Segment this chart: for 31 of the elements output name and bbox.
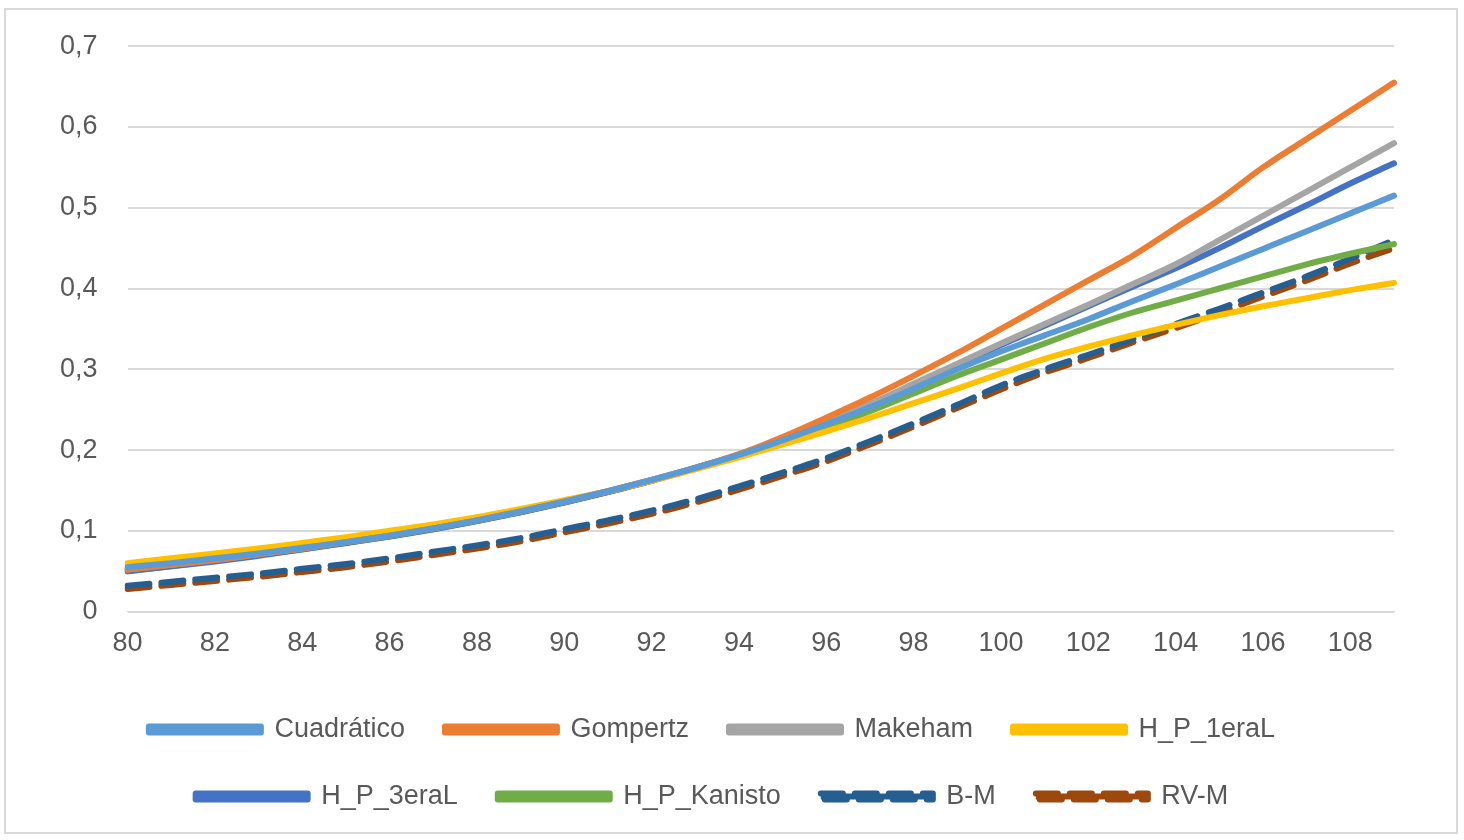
x-tick-label: 104: [1153, 627, 1199, 658]
legend-label: H_P_1eraL: [1138, 712, 1276, 743]
x-tick-label: 100: [978, 627, 1024, 658]
legend-label: Makeham: [854, 712, 974, 743]
x-tick-label: 82: [199, 627, 230, 658]
legend-label: H_P_Kanisto: [623, 779, 781, 810]
x-tick-label: 108: [1327, 627, 1373, 658]
x-tick-label: 102: [1065, 627, 1111, 658]
legend-label: H_P_3eraL: [321, 779, 458, 810]
y-tick-label: 0,2: [59, 433, 98, 464]
legend-label: Cuadrático: [274, 712, 405, 743]
y-tick-label: 0: [82, 595, 98, 626]
x-tick-label: 98: [898, 627, 929, 658]
x-tick-label: 80: [112, 627, 143, 658]
y-tick-label: 0,6: [59, 110, 98, 141]
legend-label: RV-M: [1161, 779, 1229, 810]
y-tick-label: 0,7: [59, 29, 98, 60]
x-tick-label: 90: [549, 627, 580, 658]
legend-label: Gompertz: [570, 712, 689, 743]
x-tick-label: 96: [811, 627, 842, 658]
x-tick-label: 106: [1240, 627, 1286, 658]
legend-label: B-M: [946, 779, 996, 810]
y-tick-label: 0,3: [59, 352, 98, 383]
x-tick-label: 88: [461, 627, 492, 658]
y-tick-label: 0,1: [59, 514, 98, 545]
x-tick-label: 94: [723, 627, 754, 658]
x-tick-label: 86: [374, 627, 405, 658]
y-tick-label: 0,5: [59, 191, 98, 222]
y-tick-label: 0,4: [59, 271, 98, 302]
x-tick-label: 84: [287, 627, 318, 658]
x-tick-label: 92: [636, 627, 667, 658]
